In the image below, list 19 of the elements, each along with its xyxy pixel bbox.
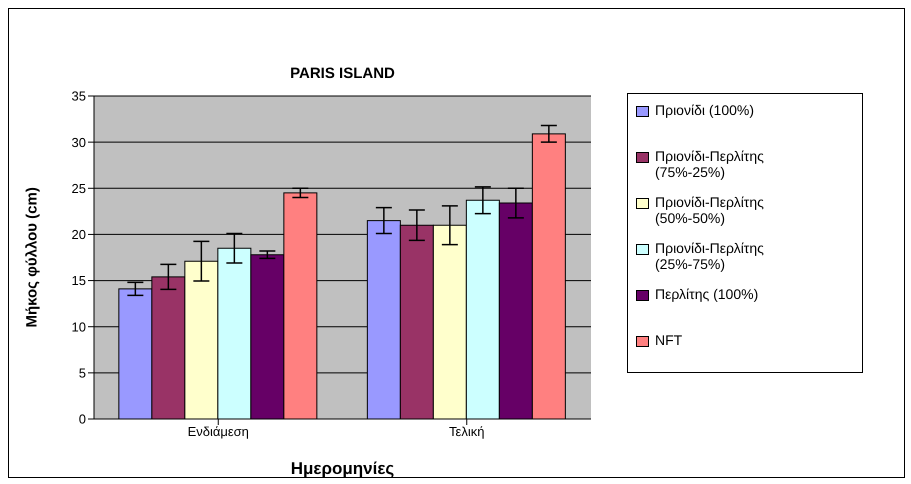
legend-label: Πριονίδι-Περλίτης (75%-25%) [655, 148, 765, 180]
y-axis-title: Μήκος φύλλου (cm) [23, 187, 40, 328]
x-axis-title: Ημερομηνίες [290, 459, 394, 478]
y-tick-label: 5 [78, 365, 86, 380]
x-tick-label: Ενδιάμεση [188, 424, 249, 440]
y-tick-label: 25 [72, 180, 86, 196]
y-tick-label: 35 [72, 88, 86, 104]
legend-label: Πριονίδι-Περλίτης (25%-75%) [655, 240, 765, 272]
legend-label: Πριονίδι-Περλίτης (50%-50%) [655, 194, 765, 226]
x-tick-label: Τελική [449, 424, 484, 440]
legend-label: Περλίτης (100%) [655, 286, 760, 302]
y-tick-label: 15 [72, 273, 86, 288]
y-tick-label: 30 [72, 134, 86, 150]
y-tick-label: 10 [72, 319, 86, 334]
legend-label: Πριονίδι (100%) [655, 102, 756, 118]
y-tick-label: 20 [72, 227, 86, 242]
y-tick-label: 0 [78, 412, 86, 427]
chart-title: PARIS ISLAND [289, 65, 396, 82]
legend-label: NFT [655, 332, 684, 348]
